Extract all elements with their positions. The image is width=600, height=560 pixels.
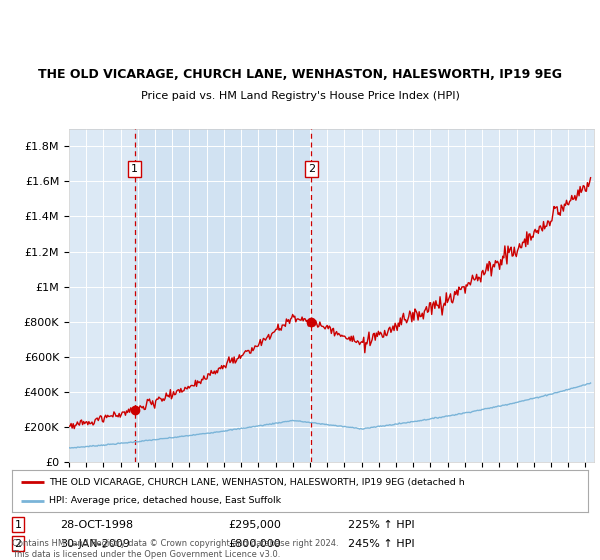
Text: 28-OCT-1998: 28-OCT-1998 [60,520,133,530]
Bar [135,129,311,462]
Text: £800,000: £800,000 [228,539,281,549]
Text: HPI: Average price, detached house, East Suffolk: HPI: Average price, detached house, East… [49,496,281,505]
Text: THE OLD VICARAGE, CHURCH LANE, WENHASTON, HALESWORTH, IP19 9EG: THE OLD VICARAGE, CHURCH LANE, WENHASTON… [38,68,562,81]
Text: Contains HM Land Registry data © Crown copyright and database right 2024.
This d: Contains HM Land Registry data © Crown c… [12,539,338,559]
Text: 225% ↑ HPI: 225% ↑ HPI [348,520,415,530]
Text: 2: 2 [308,164,315,174]
Text: 30-JAN-2009: 30-JAN-2009 [60,539,130,549]
Text: 1: 1 [131,164,138,174]
Text: THE OLD VICARAGE, CHURCH LANE, WENHASTON, HALESWORTH, IP19 9EG (detached h: THE OLD VICARAGE, CHURCH LANE, WENHASTON… [49,478,465,487]
Text: £295,000: £295,000 [228,520,281,530]
Text: Price paid vs. HM Land Registry's House Price Index (HPI): Price paid vs. HM Land Registry's House … [140,91,460,101]
Text: 1: 1 [14,520,22,530]
Text: 245% ↑ HPI: 245% ↑ HPI [348,539,415,549]
Text: 2: 2 [14,539,22,549]
